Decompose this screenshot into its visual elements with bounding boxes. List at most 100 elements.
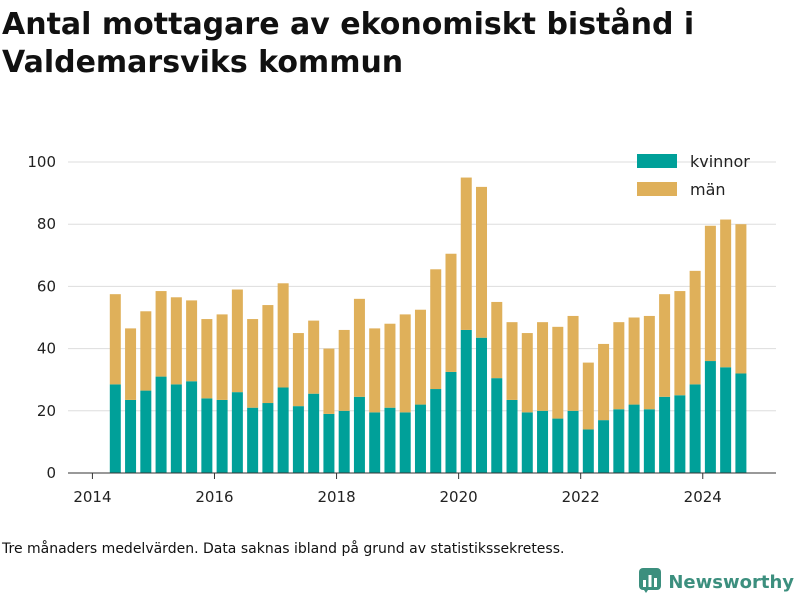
y-tick-label: 20	[37, 402, 56, 420]
bar-kvinnor	[140, 390, 152, 473]
bar-man	[125, 328, 137, 400]
bar-man	[262, 305, 274, 404]
y-tick-label: 0	[46, 464, 56, 482]
bar-kvinnor	[689, 384, 701, 473]
bar-man	[384, 323, 396, 408]
x-tick-label: 2016	[195, 488, 233, 506]
y-tick-label: 80	[37, 215, 56, 233]
y-tick-label: 100	[27, 153, 56, 171]
x-tick-label: 2024	[684, 488, 722, 506]
bar-kvinnor	[338, 410, 350, 473]
y-tick-label: 40	[37, 340, 56, 358]
bar-kvinnor	[247, 407, 259, 473]
footnote: Tre månaders medelvärden. Data saknas ib…	[2, 541, 565, 557]
bar-kvinnor	[277, 387, 289, 473]
bar-man	[476, 186, 488, 338]
bar-kvinnor	[567, 410, 579, 473]
bar-kvinnor	[735, 373, 747, 473]
bar-kvinnor	[613, 409, 625, 473]
bar-man	[155, 291, 167, 377]
bar-chart-logo-icon	[638, 567, 662, 597]
bar-man	[414, 309, 426, 405]
brand-name: Newsworthy	[668, 571, 794, 593]
bar-man	[521, 333, 533, 413]
bar-man	[430, 269, 442, 390]
bar-kvinnor	[170, 384, 182, 473]
bar-man	[643, 315, 655, 410]
bar-kvinnor	[643, 409, 655, 473]
x-tick-label: 2022	[562, 488, 600, 506]
bar-man	[186, 300, 198, 382]
bar-man	[201, 319, 213, 399]
bar-kvinnor	[521, 412, 533, 473]
bar-man	[323, 348, 335, 414]
bar-man	[491, 301, 503, 379]
bar-man	[567, 315, 579, 411]
bar-kvinnor	[155, 376, 167, 473]
bar-man	[338, 329, 350, 411]
legend: kvinnor män	[637, 152, 750, 199]
legend-swatch-man	[637, 182, 677, 196]
bar-kvinnor	[369, 412, 381, 473]
bar-kvinnor	[430, 389, 442, 473]
bar-kvinnor	[476, 337, 488, 473]
bar-kvinnor	[384, 407, 396, 473]
bar-kvinnor	[292, 406, 304, 473]
bar-man	[735, 224, 747, 374]
bar-kvinnor	[460, 329, 472, 473]
bar-kvinnor	[445, 371, 457, 473]
x-tick-label: 2020	[440, 488, 478, 506]
bar-kvinnor	[231, 392, 243, 473]
bar-man	[628, 317, 640, 405]
bar-man	[445, 253, 457, 372]
bar-kvinnor	[353, 396, 365, 473]
x-tick-label: 2014	[73, 488, 111, 506]
bar-man	[598, 343, 610, 421]
bar-man	[308, 320, 320, 394]
bar-man	[689, 270, 701, 385]
bar-man	[613, 322, 625, 410]
y-tick-labels: 0 20 40 60 80 100	[27, 153, 56, 482]
bar-kvinnor	[552, 418, 564, 473]
brand[interactable]: Newsworthy	[638, 567, 794, 597]
bar-kvinnor	[323, 413, 335, 473]
bar-man	[292, 333, 304, 407]
bar-kvinnor	[414, 404, 426, 473]
bar-man	[704, 225, 716, 362]
bar-kvinnor	[125, 399, 137, 473]
bar-kvinnor	[537, 410, 549, 473]
legend-label-man: män	[690, 180, 726, 199]
bar-man	[582, 362, 594, 430]
bar-kvinnor	[399, 412, 411, 473]
bar-kvinnor	[659, 396, 671, 473]
bar-man	[369, 328, 381, 413]
bar-man	[399, 314, 411, 413]
bar-man	[674, 291, 686, 396]
bar-kvinnor	[216, 399, 228, 473]
bar-man	[353, 298, 365, 397]
bar-man	[659, 294, 671, 397]
bar-man	[231, 289, 243, 393]
chart-title: Antal mottagare av ekonomiskt bistånd i …	[2, 7, 695, 80]
bar-kvinnor	[262, 403, 274, 473]
bar-man	[140, 311, 152, 391]
x-tick-labels: 2014 2016 2018 2020 2022 2024	[73, 473, 722, 506]
bar-kvinnor	[704, 361, 716, 473]
bar-kvinnor	[506, 399, 518, 473]
bar-man	[109, 294, 121, 385]
bar-kvinnor	[628, 404, 640, 473]
bar-man	[552, 326, 564, 419]
bar-kvinnor	[308, 393, 320, 473]
y-tick-label: 60	[37, 277, 56, 295]
bar-man	[720, 219, 732, 368]
bar-kvinnor	[186, 381, 198, 473]
bar-kvinnor	[674, 395, 686, 473]
bar-man	[460, 177, 472, 330]
bar-man	[247, 319, 259, 408]
bar-man	[277, 283, 289, 388]
bar-man	[506, 322, 518, 400]
legend-label-kvinnor: kvinnor	[690, 152, 750, 171]
bar-man	[170, 297, 182, 385]
bar-man	[216, 314, 228, 400]
